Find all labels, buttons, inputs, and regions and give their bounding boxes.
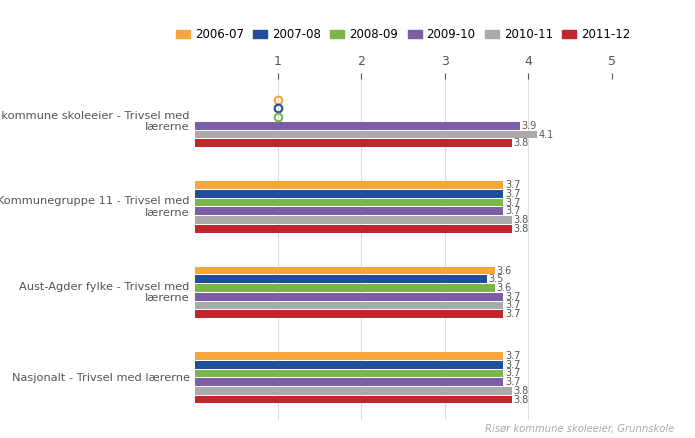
Bar bbox=[195, 387, 512, 395]
Text: 3.7: 3.7 bbox=[505, 377, 521, 387]
Bar bbox=[195, 216, 512, 224]
Bar bbox=[195, 190, 503, 198]
Bar bbox=[195, 225, 512, 233]
Bar bbox=[195, 352, 503, 360]
Bar bbox=[195, 293, 503, 300]
Text: 3.8: 3.8 bbox=[513, 215, 528, 225]
Text: 3.7: 3.7 bbox=[505, 180, 521, 190]
Text: 3.6: 3.6 bbox=[496, 283, 512, 293]
Bar bbox=[195, 396, 512, 403]
Text: 3.8: 3.8 bbox=[513, 224, 528, 234]
Bar bbox=[195, 378, 503, 386]
Bar bbox=[195, 284, 495, 292]
Text: Risør kommune skoleeier, Grunnskole: Risør kommune skoleeier, Grunnskole bbox=[485, 424, 674, 434]
Text: 3.8: 3.8 bbox=[513, 386, 528, 396]
Text: 3.9: 3.9 bbox=[521, 121, 537, 131]
Bar bbox=[195, 139, 512, 147]
Text: 3.8: 3.8 bbox=[513, 395, 528, 405]
Bar bbox=[195, 208, 503, 215]
Text: 3.7: 3.7 bbox=[505, 351, 521, 361]
Text: 3.7: 3.7 bbox=[505, 300, 521, 311]
Text: 3.7: 3.7 bbox=[505, 198, 521, 208]
Text: 3.7: 3.7 bbox=[505, 368, 521, 378]
Legend: 2006-07, 2007-08, 2008-09, 2009-10, 2010-11, 2011-12: 2006-07, 2007-08, 2008-09, 2009-10, 2010… bbox=[171, 23, 635, 46]
Text: 3.7: 3.7 bbox=[505, 360, 521, 370]
Text: 4.1: 4.1 bbox=[538, 130, 553, 140]
Bar bbox=[195, 181, 503, 189]
Text: 3.7: 3.7 bbox=[505, 292, 521, 302]
Bar bbox=[195, 199, 503, 206]
Bar bbox=[195, 361, 503, 368]
Text: 3.6: 3.6 bbox=[496, 265, 512, 276]
Bar bbox=[195, 276, 486, 283]
Text: 3.7: 3.7 bbox=[505, 309, 521, 319]
Bar bbox=[195, 122, 520, 130]
Text: 3.7: 3.7 bbox=[505, 206, 521, 216]
Bar bbox=[195, 370, 503, 377]
Text: 3.8: 3.8 bbox=[513, 138, 528, 148]
Bar bbox=[195, 310, 503, 318]
Text: 3.5: 3.5 bbox=[488, 274, 504, 284]
Bar bbox=[195, 131, 537, 138]
Bar bbox=[195, 302, 503, 309]
Text: 3.7: 3.7 bbox=[505, 189, 521, 199]
Bar bbox=[195, 267, 495, 275]
